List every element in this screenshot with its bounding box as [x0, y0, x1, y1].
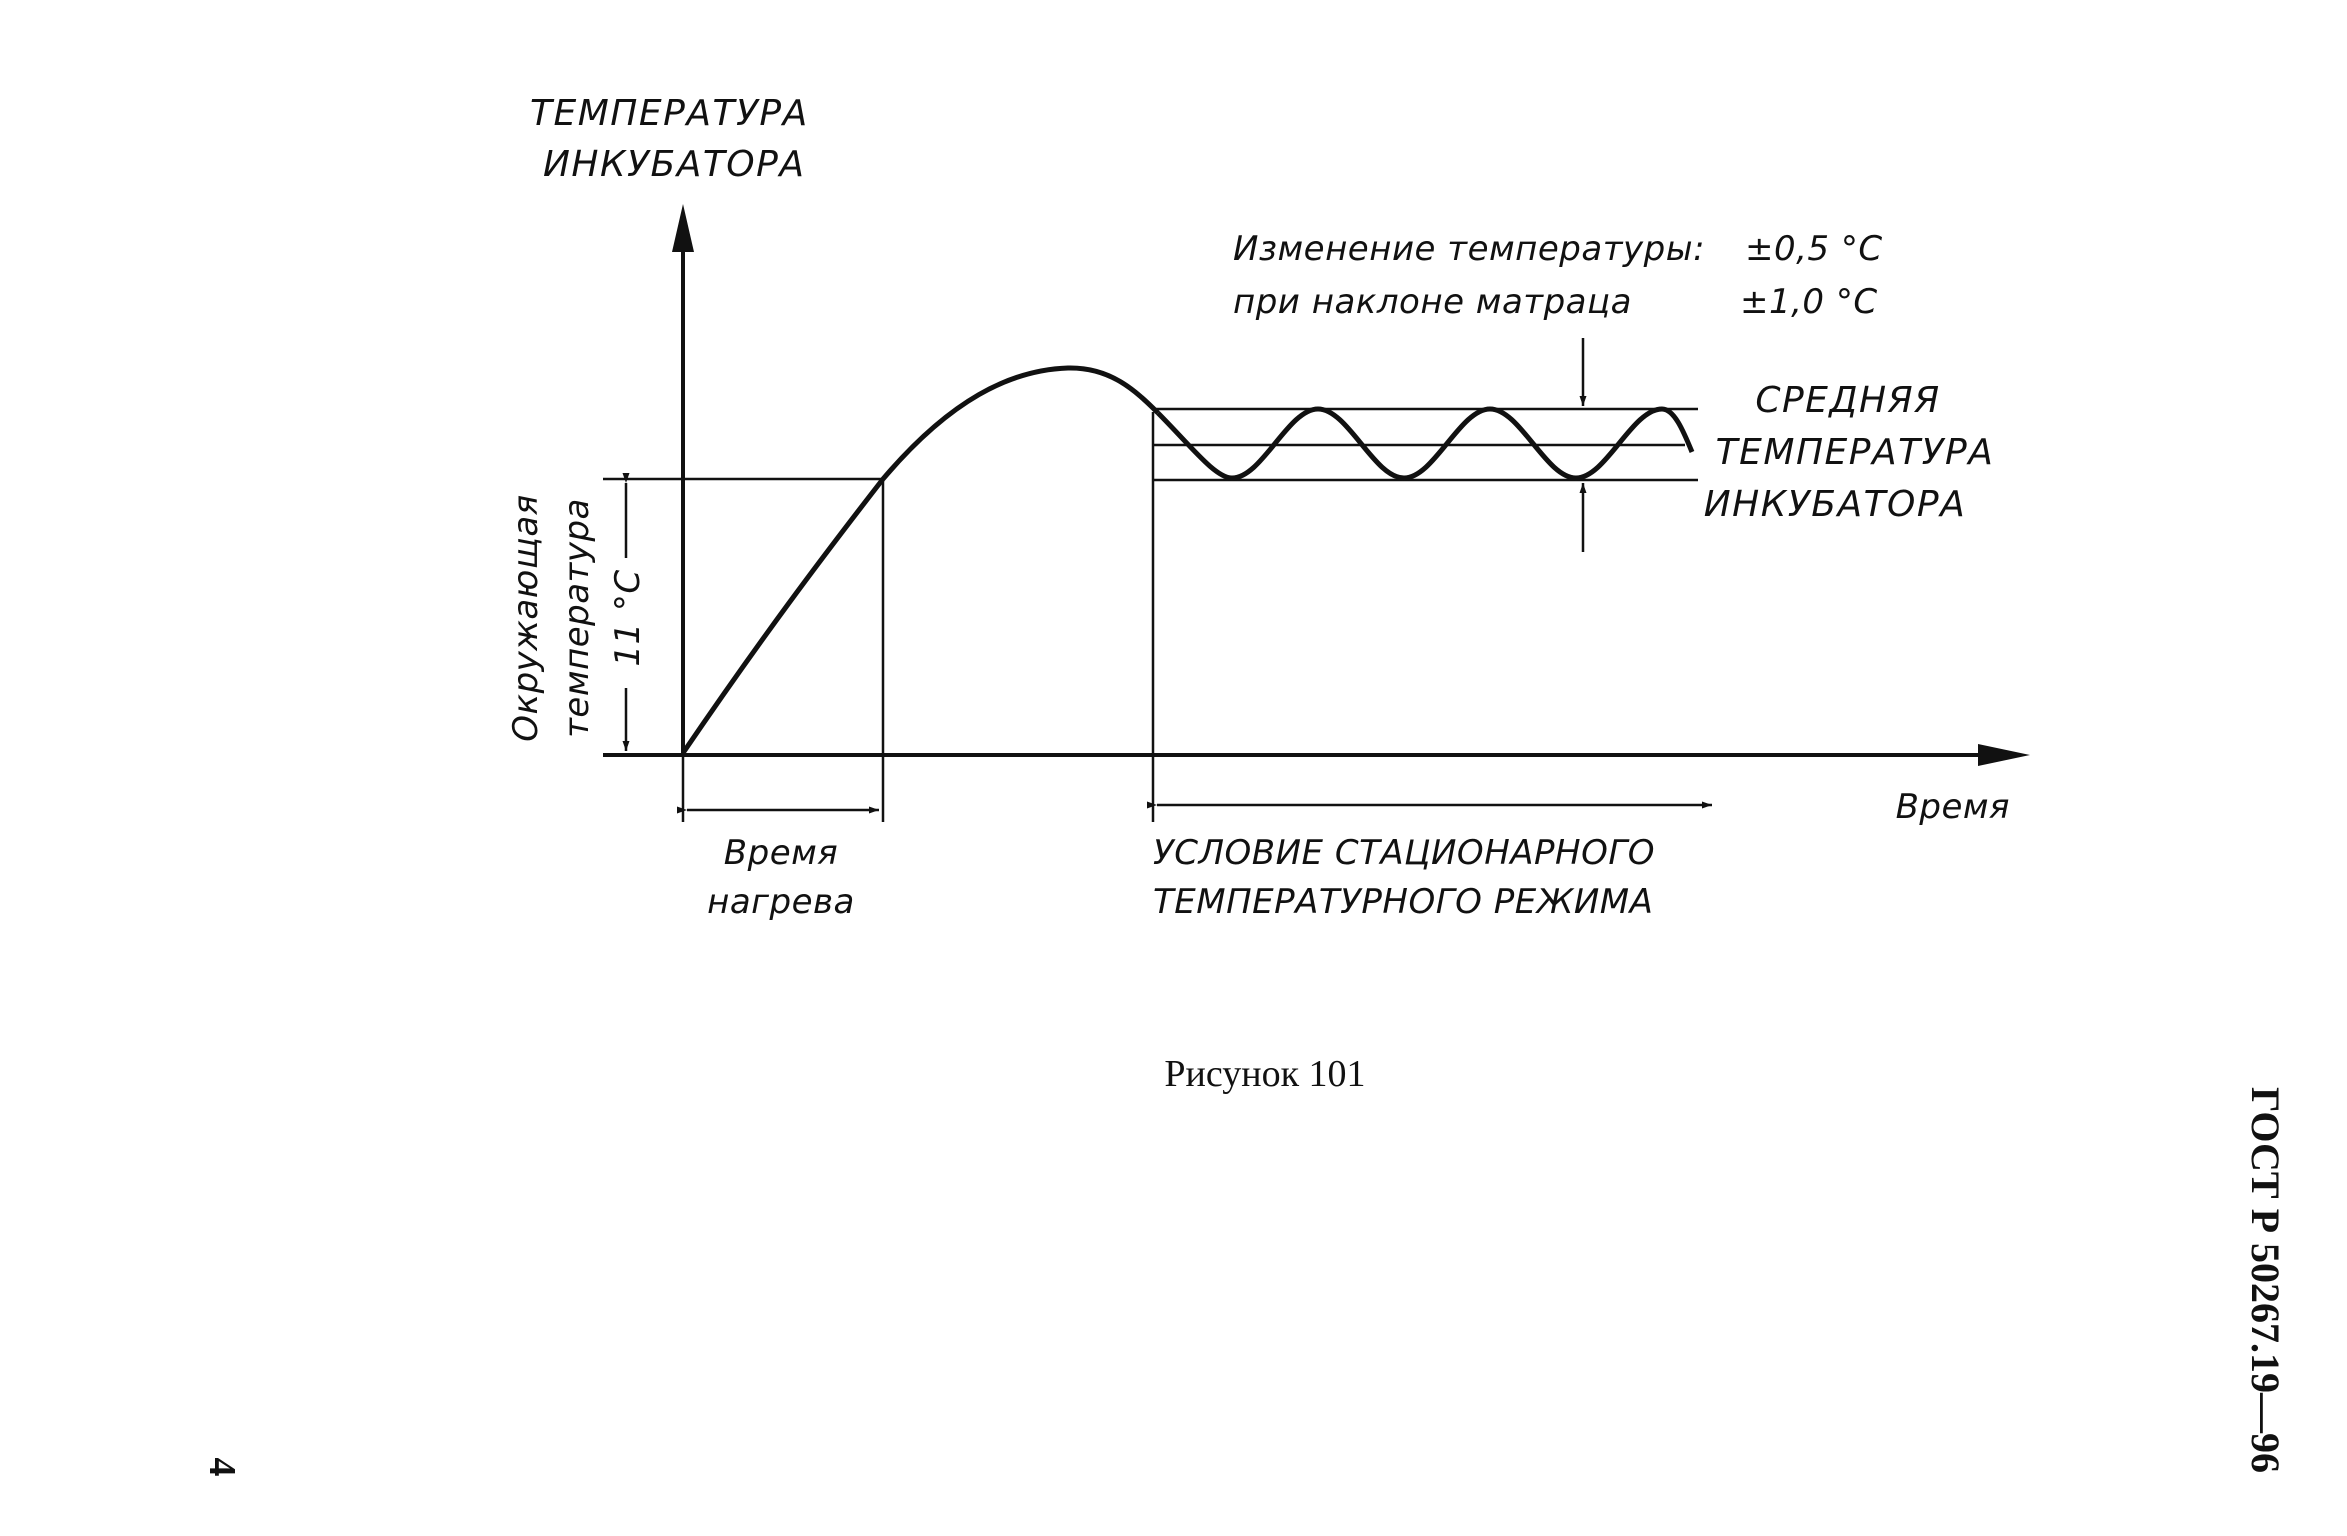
steady-state-label-line1: УСЛОВИЕ СТАЦИОНАРНОГО — [1153, 833, 1655, 873]
ambient-delta-mask — [610, 558, 644, 688]
y-axis-title-line1: ТЕМПЕРАТУРА — [530, 93, 809, 134]
mean-temp-label-line2: ТЕМПЕРАТУРА — [1716, 432, 1995, 473]
x-axis-arrow — [1978, 744, 2030, 766]
heating-time-label-line1: Время — [724, 833, 838, 873]
mean-temp-label-line1: СРЕДНЯЯ — [1755, 380, 1940, 421]
note-line2-text: при наклоне матраца — [1233, 282, 1632, 322]
y-axis-arrow — [672, 204, 694, 252]
y-axis-title-line2: ИНКУБАТОРА — [543, 144, 805, 185]
heating-time-label-line2: нагрева — [707, 882, 855, 922]
steady-state-label-line2: ТЕМПЕРАТУРНОГО РЕЖИМА — [1153, 882, 1653, 922]
temperature-curve — [680, 365, 1160, 755]
x-axis-title: Время — [1896, 787, 2010, 827]
note-line2-value: ±1,0 °C — [1740, 282, 1878, 322]
note-line1-value: ±0,5 °C — [1745, 229, 1883, 269]
mean-temp-label-line3: ИНКУБАТОРА — [1704, 484, 1966, 525]
ambient-label-line2: температура — [557, 498, 597, 738]
standard-id: ГОСТ Р 50267.19—96 — [2243, 1087, 2288, 1473]
figure-caption: Рисунок 101 — [1164, 1053, 1365, 1095]
temperature-oscillation — [1156, 406, 1695, 481]
note-line1-text: Изменение температуры: — [1233, 229, 1705, 269]
page-number: 4 — [201, 1458, 243, 1477]
ambient-label-line1: Окружающая — [506, 494, 546, 741]
ambient-delta-label: 11 °C — [608, 569, 648, 666]
